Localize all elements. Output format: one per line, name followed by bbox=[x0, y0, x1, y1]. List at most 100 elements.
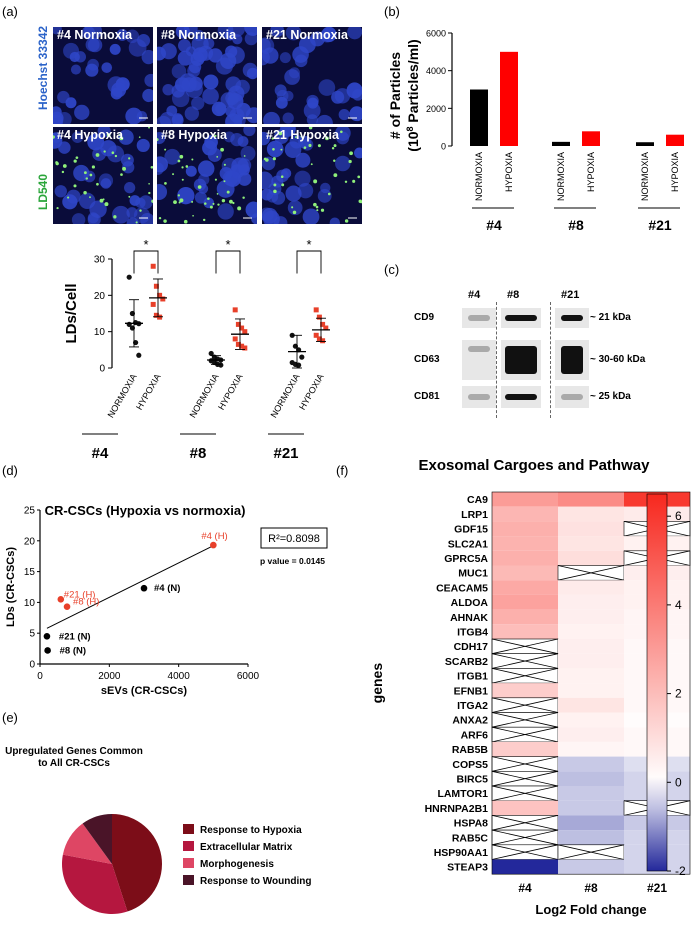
missing-cross bbox=[491, 697, 559, 713]
gene-label: AHNAK bbox=[450, 612, 488, 624]
heatmap-cell bbox=[558, 683, 624, 698]
blot-protein-label: CD63 bbox=[414, 354, 440, 365]
lipid-droplet bbox=[197, 185, 202, 189]
nucleus bbox=[172, 113, 184, 124]
lipid-droplet bbox=[280, 175, 284, 179]
heatmap-cell bbox=[558, 859, 624, 875]
data-point bbox=[136, 352, 142, 358]
missing-cross bbox=[491, 770, 559, 787]
panel-label-a: (a) bbox=[2, 4, 18, 19]
legend-label: Extracellular Matrix bbox=[200, 842, 293, 853]
nucleus bbox=[273, 129, 289, 145]
blot-band-box bbox=[462, 340, 496, 380]
nucleus bbox=[334, 88, 351, 104]
lipid-droplet bbox=[226, 190, 230, 194]
nucleus bbox=[303, 102, 321, 120]
lane-divider bbox=[550, 302, 551, 418]
gene-label: ALDOA bbox=[451, 597, 489, 609]
r2-value: R²=0.8098 bbox=[268, 533, 320, 545]
data-point bbox=[313, 332, 319, 338]
nucleus bbox=[71, 213, 86, 224]
lipid-droplet bbox=[223, 180, 226, 183]
nucleus bbox=[285, 27, 302, 41]
lipid-droplet bbox=[308, 143, 312, 148]
nucleus bbox=[185, 165, 197, 177]
blot-band bbox=[561, 315, 583, 321]
data-point bbox=[299, 354, 305, 360]
lipid-droplet bbox=[300, 135, 303, 138]
data-point bbox=[320, 338, 326, 344]
nucleus bbox=[98, 173, 114, 188]
missing-cross bbox=[491, 668, 559, 684]
micrograph-label: #4 Normoxia bbox=[57, 28, 133, 42]
lipid-droplet bbox=[212, 202, 215, 205]
nucleus bbox=[188, 60, 202, 74]
x-tick-label: HYPOXIA bbox=[670, 152, 680, 192]
nucleus bbox=[220, 52, 237, 70]
lipid-droplet bbox=[216, 193, 219, 195]
micrograph-label: #8 Normoxia bbox=[161, 28, 237, 42]
lipid-droplet bbox=[265, 158, 269, 162]
missing-cross bbox=[491, 712, 559, 728]
column-label: #4 bbox=[518, 881, 532, 895]
blot-band bbox=[468, 346, 490, 352]
nucleus bbox=[306, 114, 318, 124]
colorbar-tick-label: -2 bbox=[675, 864, 686, 878]
heatmap-cell bbox=[558, 653, 624, 669]
nucleus bbox=[283, 90, 294, 102]
blot-band bbox=[561, 346, 583, 374]
nucleus bbox=[211, 101, 227, 117]
blot-band-box bbox=[501, 308, 541, 328]
heatmap-cell bbox=[492, 859, 558, 875]
pie-title: to All CR-CSCs bbox=[38, 758, 110, 769]
lipid-droplet bbox=[272, 147, 275, 151]
lipid-droplet bbox=[207, 197, 210, 200]
panel-label-f: (f) bbox=[336, 463, 349, 478]
lipid-droplet bbox=[221, 198, 226, 203]
nucleus bbox=[112, 205, 130, 224]
y-tick-label: 15 bbox=[24, 567, 36, 578]
lipid-droplet bbox=[53, 135, 55, 139]
legend-swatch bbox=[183, 824, 194, 834]
heatmap-cell bbox=[492, 800, 558, 816]
heatmap-cell bbox=[558, 521, 624, 537]
x-tick-label: NORMOXIA bbox=[106, 372, 139, 419]
point-label: #4 (H) bbox=[201, 531, 227, 542]
lipid-droplet bbox=[183, 219, 188, 224]
lipid-droplet bbox=[315, 205, 319, 209]
data-point bbox=[44, 647, 51, 654]
blot-size-label: ~ 30-60 kDa bbox=[590, 354, 646, 365]
missing-cross bbox=[491, 653, 559, 669]
nucleus bbox=[178, 39, 191, 53]
group-label: #21 bbox=[273, 445, 298, 462]
nucleus bbox=[217, 27, 234, 39]
lipid-droplet bbox=[316, 209, 319, 212]
lipid-droplet bbox=[181, 178, 184, 181]
nucleus bbox=[297, 183, 314, 199]
lipid-droplet bbox=[214, 134, 217, 137]
blot-band-box bbox=[462, 308, 496, 328]
nucleus bbox=[120, 153, 134, 167]
lipid-droplet bbox=[138, 136, 141, 138]
gene-label: STEAP3 bbox=[447, 862, 488, 874]
nucleus bbox=[193, 29, 205, 42]
panel-label-d: (d) bbox=[2, 463, 18, 478]
gene-label: COPS5 bbox=[452, 759, 488, 771]
y-tick-label: 20 bbox=[24, 536, 36, 547]
pie-slice bbox=[62, 823, 112, 864]
y-tick-label: 0 bbox=[99, 364, 105, 375]
gene-label: ITGB4 bbox=[457, 627, 488, 639]
nucleus bbox=[262, 171, 274, 190]
nucleus bbox=[57, 111, 72, 124]
blot-protein-label: CD81 bbox=[414, 391, 440, 402]
nucleus bbox=[129, 195, 141, 206]
lipid-droplet bbox=[128, 195, 131, 198]
nucleus bbox=[232, 34, 243, 45]
lipid-droplet bbox=[292, 210, 297, 215]
legend-label: Response to Wounding bbox=[200, 876, 311, 887]
nucleus bbox=[87, 133, 105, 151]
significance-star: * bbox=[225, 238, 230, 252]
lipid-droplet bbox=[271, 137, 274, 140]
fit-line bbox=[46, 545, 214, 629]
nucleus bbox=[73, 164, 90, 182]
